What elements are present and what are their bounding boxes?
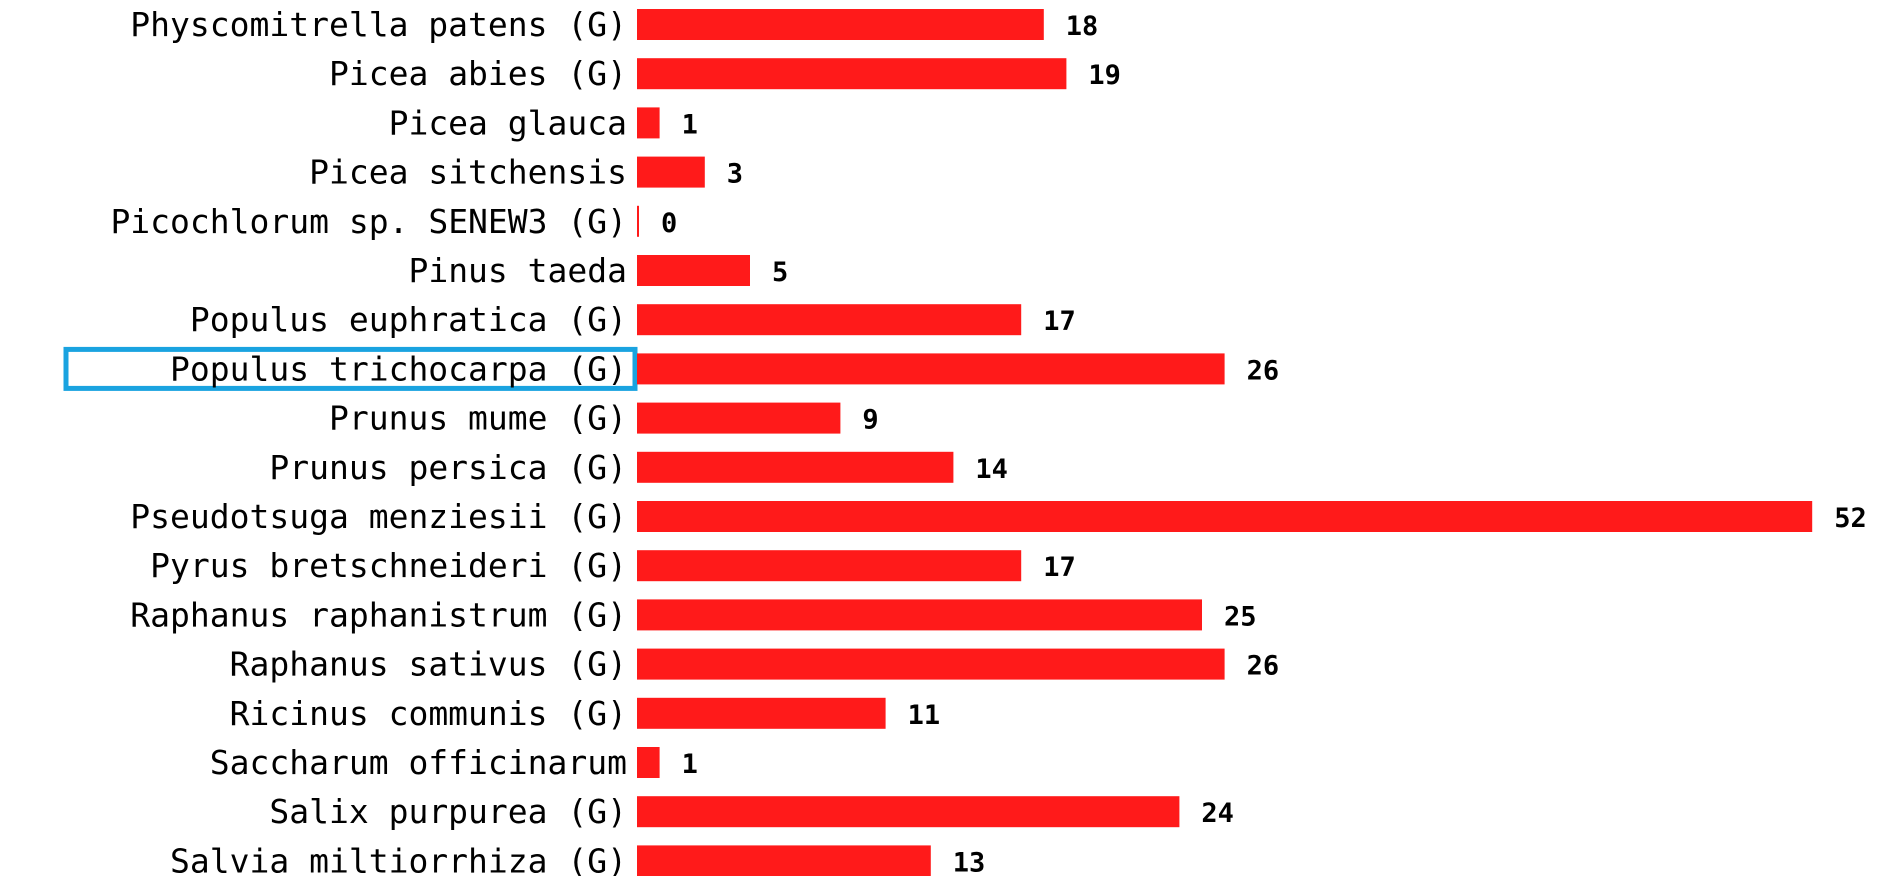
bar — [637, 697, 886, 729]
bar — [637, 648, 1225, 680]
category-label: Ricinus communis (G) — [230, 694, 627, 733]
value-label: 1 — [682, 749, 698, 780]
category-label: Prunus mume (G) — [329, 399, 627, 438]
bar — [637, 599, 1202, 631]
bars-layer — [637, 9, 1813, 876]
category-label: Raphanus raphanistrum (G) — [130, 595, 627, 634]
value-label: 17 — [1043, 306, 1076, 337]
value-label: 0 — [661, 208, 677, 239]
bar — [637, 156, 705, 188]
value-label: 1 — [682, 109, 698, 140]
category-label: Saccharum officinarum — [210, 743, 627, 782]
category-label: Prunus persica (G) — [269, 448, 627, 487]
value-label: 3 — [727, 159, 743, 190]
bar — [637, 501, 1813, 532]
value-label: 17 — [1043, 552, 1076, 583]
bar — [637, 58, 1067, 90]
category-label: Pseudotsuga menziesii (G) — [130, 497, 627, 536]
bar — [637, 9, 1044, 40]
highlight-box — [63, 346, 638, 391]
bar — [637, 205, 639, 237]
value-label: 11 — [908, 700, 941, 731]
bar — [637, 107, 660, 139]
bar — [637, 796, 1180, 828]
bar — [637, 845, 931, 876]
value-label: 14 — [975, 454, 1008, 485]
bar — [637, 451, 954, 483]
value-label: 26 — [1247, 651, 1280, 682]
value-label: 19 — [1088, 60, 1121, 91]
category-label: Picea glauca — [389, 103, 627, 142]
value-label: 26 — [1247, 355, 1280, 386]
category-label: Physcomitrella patens (G) — [130, 5, 627, 44]
value-label: 18 — [1066, 11, 1099, 42]
value-label: 9 — [862, 405, 878, 436]
highlight-layer — [63, 346, 638, 391]
category-label: Raphanus sativus (G) — [230, 645, 627, 684]
category-label: Salvia miltiorrhiza (G) — [170, 841, 627, 876]
value-label: 24 — [1201, 798, 1234, 829]
bar — [637, 304, 1022, 336]
category-label: Pinus taeda — [408, 251, 627, 290]
labels-layer: Physcomitrella patens (G) 18 Picea abies (… — [110, 5, 1866, 876]
category-label: Populus trichocarpa (G) — [170, 349, 627, 388]
category-label: Salix purpurea (G) — [269, 792, 627, 831]
category-label: Picea sitchensis — [309, 153, 627, 192]
category-label: Pyrus bretschneideri (G) — [150, 546, 627, 585]
value-label: 25 — [1224, 601, 1257, 632]
bar — [637, 255, 750, 286]
category-label: Populus euphratica (G) — [190, 300, 627, 339]
bar — [637, 402, 841, 434]
value-label: 13 — [953, 847, 986, 876]
value-label: 5 — [772, 257, 788, 288]
bar — [637, 747, 660, 778]
value-label: 52 — [1834, 503, 1867, 534]
bar — [637, 550, 1022, 582]
category-label: Picochlorum sp. SENEW3 (G) — [110, 202, 627, 241]
bar — [637, 353, 1225, 385]
category-label: Picea abies (G) — [329, 54, 627, 93]
